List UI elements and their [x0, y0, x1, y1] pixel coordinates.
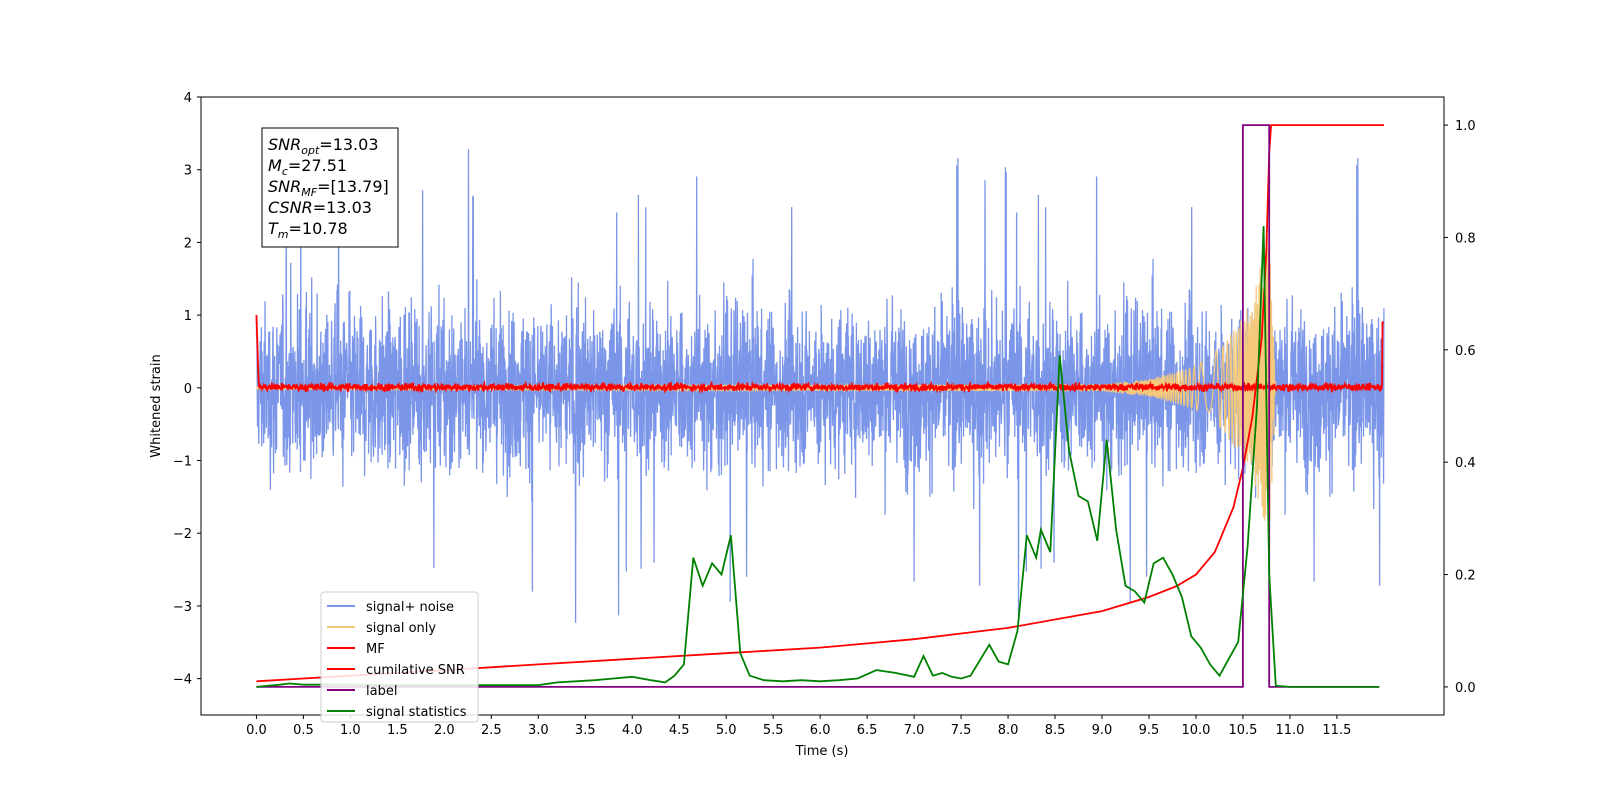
x-tick-label: 7.0 [904, 723, 925, 738]
x-tick-label: 4.0 [622, 723, 643, 738]
series-layer [255, 124, 1385, 688]
y2-tick-label: 0.6 [1455, 344, 1476, 359]
legend-label: MF [366, 642, 385, 657]
series-cumulative-snr-line [256, 124, 1384, 683]
y-tick-label: −4 [173, 673, 192, 688]
x-tick-label: 4.5 [669, 723, 690, 738]
x-tick-label: 1.5 [387, 723, 408, 738]
annotation-line: Tm=10.78 [268, 219, 348, 241]
x-tick-label: 6.0 [810, 723, 831, 738]
x-tick-label: 5.5 [763, 723, 784, 738]
annotation-subscript: opt [301, 144, 320, 157]
x-tick-label: 3.0 [528, 723, 549, 738]
annotation-box-frame [261, 127, 399, 248]
y-tick-label: 3 [184, 164, 192, 179]
annotation-line: SNRopt=13.03 [268, 135, 379, 157]
annotation-symbol: CSNR [268, 198, 313, 217]
annotation-line: CSNR=13.03 [268, 198, 372, 217]
annotation-value: =13.03 [313, 198, 372, 217]
x-tick-label: 0.0 [246, 723, 267, 738]
annotation-symbol: M [268, 156, 282, 175]
legend-label: label [366, 684, 397, 699]
annotation-subscript: MF [301, 186, 317, 199]
annotation-value: =[13.79] [317, 177, 389, 196]
y2-tick-label: 0.8 [1455, 231, 1476, 246]
x-axis: 0.0 0.5 1.0 1.5 2.0 2.5 3.0 3.5 4.0 4.5 5.0 5.5 6.0 6… [246, 715, 1351, 738]
x-tick-label: 10.0 [1181, 723, 1210, 738]
legend-label: signal+ noise [366, 600, 454, 615]
series-mf-line [255, 315, 1384, 394]
x-tick-label: 2.5 [481, 723, 502, 738]
x-tick-label: 5.0 [716, 723, 737, 738]
y2-tick-label: 0.2 [1455, 569, 1476, 584]
annotation-symbol: T [268, 219, 279, 238]
series-signal-noise-line [255, 149, 1385, 623]
annotation-subscript: c [282, 165, 288, 178]
annotation-box: SNRopt=13.03Mc=27.51SNRMF=[13.79]CSNR=13… [261, 127, 399, 248]
annotation-value: =27.51 [288, 156, 347, 175]
legend-frame [320, 591, 479, 723]
y-tick-label: −1 [173, 455, 192, 470]
x-tick-label: 0.5 [293, 723, 314, 738]
y2-tick-label: 1.0 [1455, 119, 1476, 134]
legend-label: cumilative SNR [366, 663, 465, 678]
x-tick-label: 8.0 [998, 723, 1019, 738]
x-tick-label: 9.5 [1139, 723, 1160, 738]
annotation-symbol: SNR [268, 177, 301, 196]
x-tick-label: 10.5 [1228, 723, 1257, 738]
annotation-value: =10.78 [289, 219, 348, 238]
x-axis-label: Time (s) [795, 744, 849, 759]
y-tick-label: 0 [184, 382, 192, 397]
series-label-line [256, 124, 1380, 688]
x-tick-label: 11.5 [1322, 723, 1351, 738]
y-axis-left: −4 −3 −2 −1 0 1 2 3 4 [173, 91, 201, 688]
annotation-line: Mc=27.51 [268, 156, 347, 178]
legend-label: signal only [366, 621, 436, 636]
y2-tick-label: 0.0 [1455, 681, 1476, 696]
x-tick-label: 7.5 [951, 723, 972, 738]
annotation-value: =13.03 [319, 135, 378, 154]
legend: signal+ noise signal only MF cumilative SNR… [320, 591, 479, 723]
x-tick-label: 6.5 [857, 723, 878, 738]
y-tick-label: 1 [184, 309, 192, 324]
x-tick-label: 9.0 [1092, 723, 1113, 738]
y-tick-label: −3 [173, 600, 192, 615]
x-tick-label: 3.5 [575, 723, 596, 738]
annotation-line: SNRMF=[13.79] [268, 177, 389, 199]
y-axis-right: 0.0 0.2 0.4 0.6 0.8 1.0 [1444, 119, 1476, 696]
x-tick-label: 2.0 [434, 723, 455, 738]
annotation-symbol: SNR [268, 135, 301, 154]
plot-frame [200, 96, 1445, 716]
x-tick-label: 11.0 [1275, 723, 1304, 738]
x-tick-label: 1.0 [340, 723, 361, 738]
x-tick-label: 8.5 [1045, 723, 1066, 738]
y2-tick-label: 0.4 [1455, 456, 1476, 471]
y-tick-label: 4 [184, 91, 192, 106]
legend-label: signal statistics [366, 705, 467, 720]
y-tick-label: −2 [173, 527, 192, 542]
y-tick-label: 2 [184, 236, 192, 251]
y-axis-label: Whitened strain [149, 354, 164, 457]
series-signal-statistics-line [256, 226, 1380, 688]
annotation-subscript: m [278, 228, 289, 241]
